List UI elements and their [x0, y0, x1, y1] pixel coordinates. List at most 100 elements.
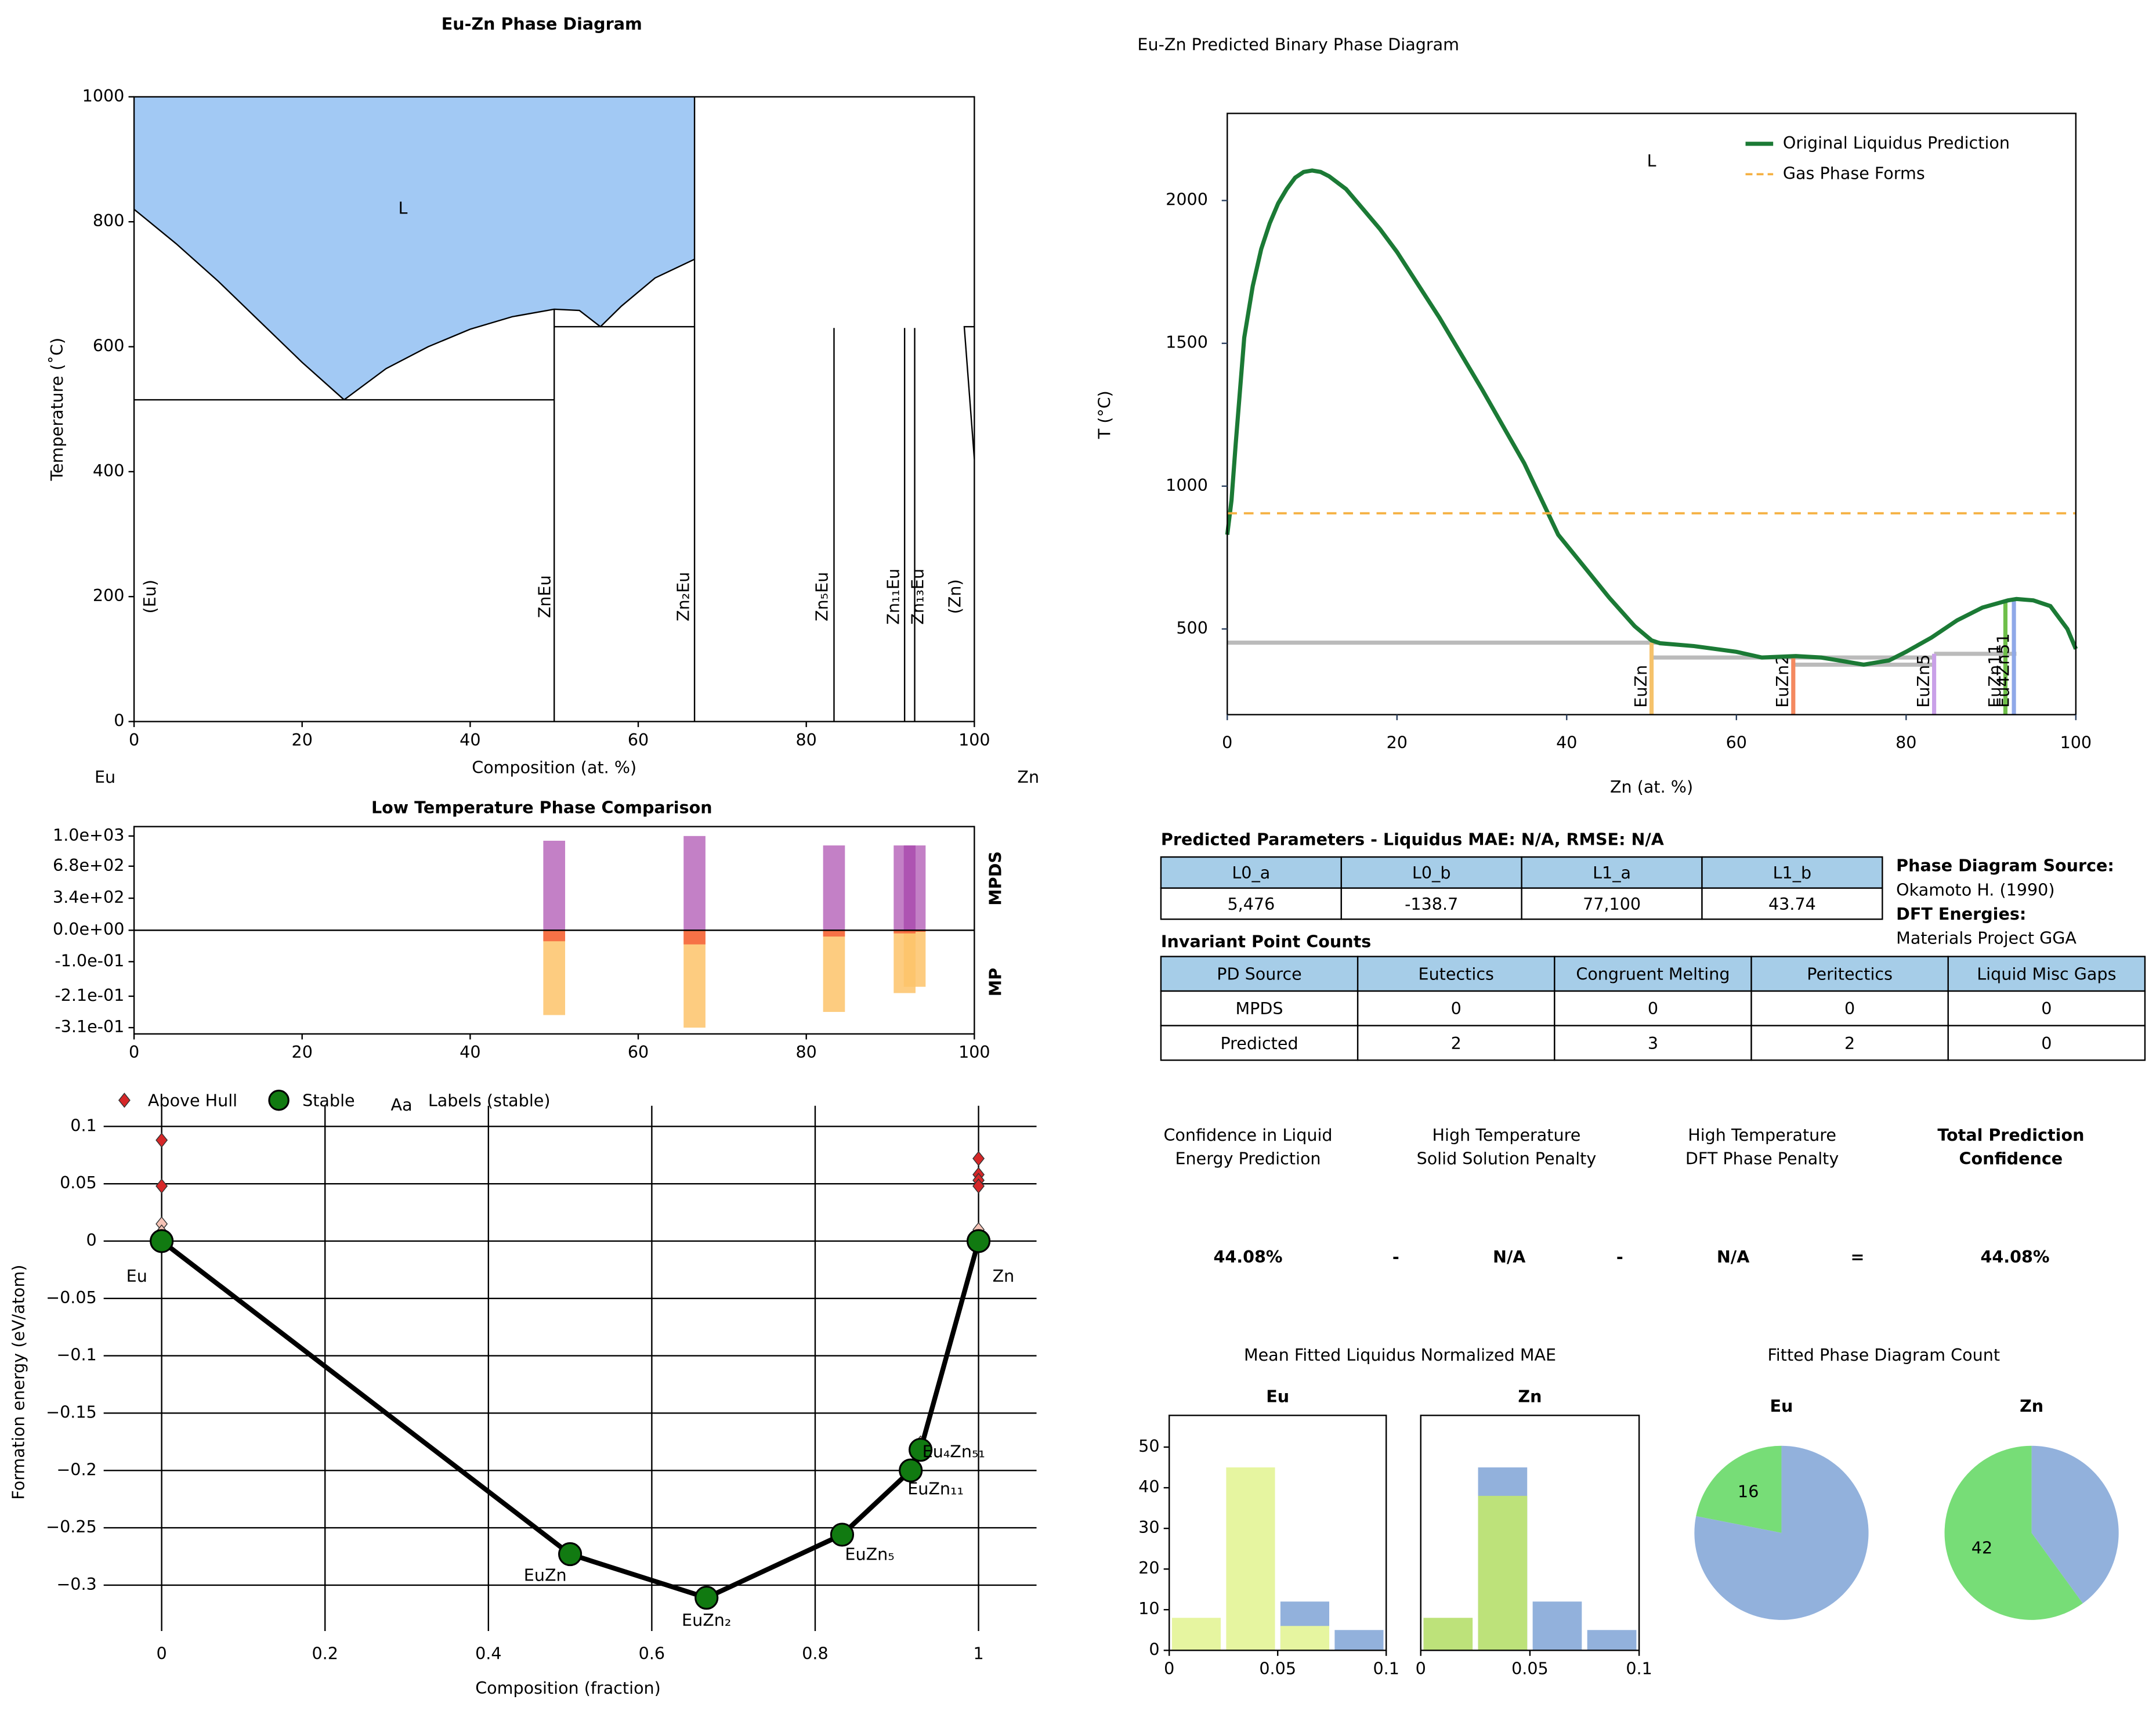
- x-tick-label: 0.4: [475, 1643, 501, 1663]
- chart-title: Low Temperature Phase Comparison: [371, 798, 712, 818]
- y-tick-label: −0.1: [56, 1345, 96, 1365]
- bar: [543, 840, 566, 931]
- liquid-region: [134, 96, 695, 400]
- y-tick-label: -1.0e-01: [55, 950, 124, 970]
- pie-slice: [1944, 1445, 2083, 1620]
- y-tick-label: 20: [1138, 1558, 1159, 1578]
- bar: [683, 930, 706, 945]
- region-label: L: [399, 198, 408, 218]
- table-cell: [1947, 1025, 2146, 1061]
- end-label: Zn: [1017, 767, 1039, 787]
- legend-label: Gas Phase Forms: [1783, 163, 1925, 183]
- bar: [683, 930, 706, 1028]
- table-cell: [1701, 887, 1883, 920]
- pie-slice: [1696, 1445, 1782, 1533]
- confidence-value: 44.08%: [1981, 1247, 2050, 1267]
- x-tick-label: 100: [958, 730, 990, 750]
- bar: [903, 845, 926, 931]
- y-tick-label: −0.05: [46, 1288, 97, 1307]
- y-tick-label: 0.05: [60, 1173, 97, 1192]
- side-label: MP: [985, 968, 1005, 996]
- legend-swatch: Aa: [391, 1095, 413, 1115]
- y-tick-label: 0: [114, 711, 124, 731]
- cell-text: 2: [1451, 1033, 1462, 1053]
- x-tick-label: 40: [1556, 733, 1577, 753]
- y-tick-label: 1000: [1166, 475, 1208, 495]
- operator: =: [1851, 1247, 1865, 1267]
- x-tick-label: 1: [973, 1643, 983, 1663]
- legend-label: Labels (stable): [428, 1091, 551, 1111]
- x-tick-label: 0.6: [639, 1643, 665, 1663]
- table-header-cell: [1521, 856, 1703, 889]
- x-tick-label: 0.1: [1626, 1659, 1652, 1679]
- y-axis-label: Temperature (˚C): [47, 338, 67, 482]
- slice-label: 16: [1738, 1481, 1759, 1501]
- y-tick-label: 800: [93, 211, 125, 230]
- y-tick-label: 40: [1138, 1477, 1159, 1496]
- phase-label: Zn₂Eu: [674, 572, 693, 621]
- x-tick-label: 60: [628, 730, 649, 750]
- point-label: EuZn₁₁: [907, 1479, 964, 1499]
- phase-label: (Zn): [945, 579, 964, 614]
- pie-slice: [1694, 1445, 1869, 1620]
- legend-label: Above Hull: [148, 1091, 237, 1111]
- hist-bar: [1226, 1467, 1275, 1651]
- table-cell: [1947, 990, 2146, 1026]
- y-tick-label: 400: [93, 461, 125, 480]
- cell-text: 2: [1844, 1033, 1855, 1053]
- y-axis-label: Formation energy (eV/atom): [8, 1265, 28, 1500]
- y-tick-label: 200: [93, 585, 125, 605]
- annotation: L: [1647, 151, 1656, 171]
- cell-text: MPDS: [1236, 999, 1283, 1018]
- table-header-cell: [1340, 856, 1522, 889]
- confidence-header: Confidence in Liquid: [1163, 1125, 1332, 1145]
- y-tick-label: 500: [1176, 618, 1208, 638]
- stable-point: [694, 1586, 719, 1610]
- side-label: MPDS: [985, 851, 1005, 906]
- y-tick-label: 0.1: [70, 1115, 96, 1135]
- phase-label: Zn₁₁Eu: [884, 569, 903, 625]
- x-tick-label: 80: [796, 1042, 817, 1062]
- confidence-header: Solid Solution Penalty: [1417, 1149, 1597, 1169]
- cell-text: Predicted: [1220, 1033, 1298, 1053]
- hull-point: [972, 1178, 985, 1194]
- bar: [823, 930, 845, 937]
- y-tick-label: 0: [86, 1230, 97, 1250]
- table-cell: [1750, 1025, 1949, 1061]
- cell-text: Eutectics: [1419, 964, 1494, 984]
- cell-text: 0: [2041, 1033, 2052, 1053]
- hist-bar: [1423, 1618, 1473, 1651]
- bar: [823, 845, 845, 931]
- x-axis-label: Composition (fraction): [475, 1678, 661, 1698]
- y-tick-label: -3.1e-01: [55, 1017, 124, 1036]
- plot-frame: [1227, 113, 2077, 715]
- confidence-value: 44.08%: [1213, 1247, 1282, 1267]
- x-tick-label: 60: [1726, 733, 1747, 753]
- cell-text: L0_b: [1412, 863, 1451, 883]
- table-cell: [1554, 1025, 1752, 1061]
- confidence-header: High Temperature: [1688, 1125, 1836, 1145]
- y-tick-label: −0.3: [56, 1574, 96, 1594]
- cell-text: 5,476: [1227, 894, 1275, 914]
- cell-text: Liquid Misc Gaps: [1977, 964, 2116, 984]
- cell-text: L0_a: [1232, 863, 1270, 883]
- y-tick-label: −0.2: [56, 1459, 96, 1479]
- bar: [823, 930, 845, 1013]
- y-tick-label: 1.0e+03: [53, 825, 124, 845]
- legend-swatch: [268, 1090, 290, 1111]
- panel-title: Fitted Phase Diagram Count: [1767, 1345, 2000, 1365]
- x-tick-label: 20: [1387, 733, 1408, 753]
- confidence-value: N/A: [1717, 1247, 1749, 1267]
- chart-title: Eu-Zn Phase Diagram: [442, 14, 642, 34]
- cell-text: L1_b: [1773, 863, 1812, 883]
- legend-swatch: [118, 1093, 131, 1108]
- x-tick-label: 20: [292, 730, 313, 750]
- x-tick-label: 0.2: [312, 1643, 338, 1663]
- confidence-header: Total Prediction: [1937, 1125, 2084, 1145]
- y-tick-label: 0: [1149, 1639, 1159, 1659]
- cell-text: L1_a: [1593, 863, 1631, 883]
- source-text: Okamoto H. (1990): [1896, 880, 2054, 899]
- table-header-cell: [1701, 856, 1883, 889]
- bar: [683, 836, 706, 931]
